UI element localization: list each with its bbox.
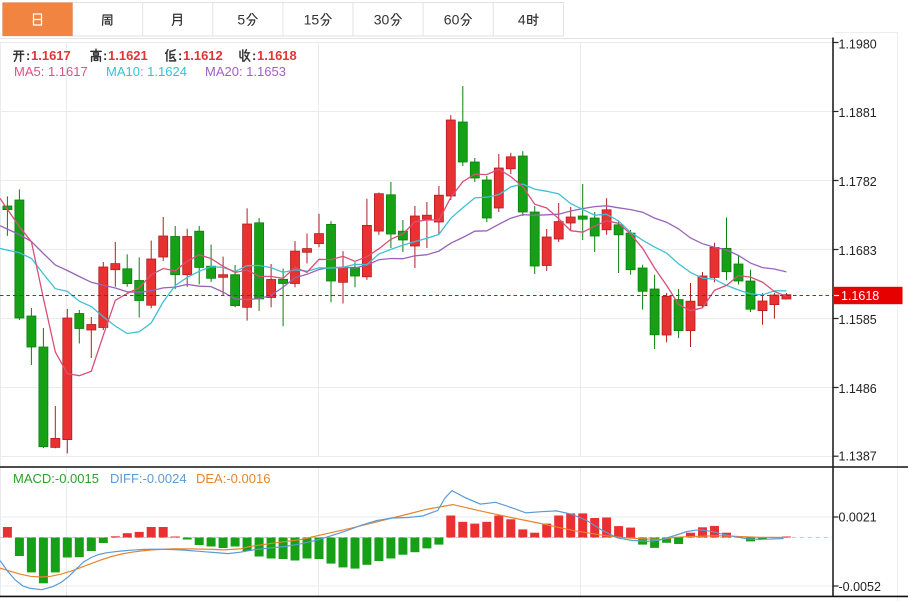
svg-text:MA20: 1.1653: MA20: 1.1653 bbox=[205, 64, 286, 79]
svg-text:-0.0052: -0.0052 bbox=[839, 580, 881, 594]
svg-text:0.0021: 0.0021 bbox=[839, 511, 877, 525]
svg-text:1.1618: 1.1618 bbox=[257, 48, 297, 63]
svg-text:1.1980: 1.1980 bbox=[839, 38, 877, 52]
svg-text::: : bbox=[178, 48, 182, 63]
svg-text::: : bbox=[103, 48, 107, 63]
svg-text:60: 60 bbox=[444, 12, 460, 28]
svg-text:MACD:-0.0015: MACD:-0.0015 bbox=[13, 471, 99, 486]
svg-text:1.1612: 1.1612 bbox=[183, 48, 223, 63]
svg-text:1.1621: 1.1621 bbox=[108, 48, 148, 63]
svg-text:1.1585: 1.1585 bbox=[839, 313, 877, 327]
svg-text:5: 5 bbox=[237, 12, 245, 28]
svg-text:MA5: 1.1617: MA5: 1.1617 bbox=[14, 64, 88, 79]
svg-text:1.1683: 1.1683 bbox=[839, 244, 877, 258]
svg-text:15: 15 bbox=[304, 12, 320, 28]
svg-text:DEA:-0.0016: DEA:-0.0016 bbox=[196, 471, 270, 486]
svg-text:30: 30 bbox=[374, 12, 390, 28]
svg-text:1.1617: 1.1617 bbox=[31, 48, 71, 63]
svg-text:1.1486: 1.1486 bbox=[839, 382, 877, 396]
svg-text:MA10: 1.1624: MA10: 1.1624 bbox=[106, 64, 187, 79]
svg-text:1.1881: 1.1881 bbox=[839, 106, 877, 120]
svg-text:4: 4 bbox=[518, 12, 526, 28]
svg-text:1.1387: 1.1387 bbox=[839, 449, 877, 463]
svg-text:1.1618: 1.1618 bbox=[841, 289, 879, 303]
svg-text:1.1782: 1.1782 bbox=[839, 175, 877, 189]
svg-text::: : bbox=[26, 48, 30, 63]
svg-text:DIFF:-0.0024: DIFF:-0.0024 bbox=[110, 471, 187, 486]
svg-text::: : bbox=[252, 48, 256, 63]
